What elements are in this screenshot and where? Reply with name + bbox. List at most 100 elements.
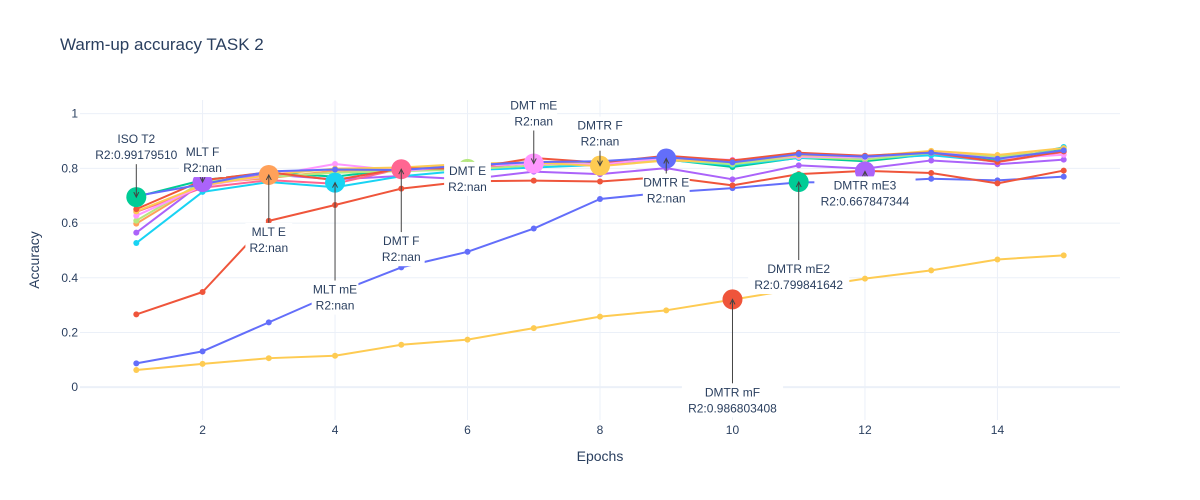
data-point	[133, 212, 140, 219]
data-point	[795, 162, 802, 169]
annotation-text: R2:nan	[382, 250, 421, 264]
annotation-box	[642, 173, 690, 208]
data-point	[398, 341, 405, 348]
annotation-text: MLT F	[186, 145, 220, 159]
data-point	[928, 149, 935, 156]
data-point	[861, 275, 868, 282]
annotation: MLT mE R2:nan	[311, 181, 359, 315]
data-point	[928, 170, 935, 177]
chart-title: Warm-up accuracy TASK 2	[60, 35, 264, 54]
annotation-text: R2:nan	[249, 241, 288, 255]
data-point	[1060, 147, 1067, 154]
y-axis-title: Accuracy	[26, 231, 42, 289]
annotation-arrowhead	[199, 176, 206, 184]
data-point	[199, 289, 206, 295]
data-point	[994, 256, 1001, 263]
data-point	[994, 180, 1001, 187]
y-tick-label: 0.8	[61, 161, 78, 175]
data-point	[928, 175, 935, 182]
annotation-arrowhead	[332, 181, 338, 188]
data-point	[729, 176, 736, 183]
data-point	[1060, 252, 1067, 259]
data-point	[994, 155, 1001, 162]
x-tick-label: 6	[464, 423, 471, 437]
annotation-arrowhead	[795, 180, 802, 188]
data-point	[199, 360, 206, 367]
annotation: DMTR mF R2:0.986803408	[681, 298, 784, 418]
annotation-box	[245, 222, 293, 257]
x-axis-title: Epochs	[577, 448, 624, 464]
annotation-box	[377, 232, 425, 267]
data-point	[464, 336, 471, 343]
annotation-text: R2:0.99179510	[95, 148, 177, 162]
data-point	[597, 178, 603, 185]
annotation-text: DMTR mF	[705, 385, 760, 399]
annotation-arrowhead	[663, 157, 670, 164]
data-point	[332, 352, 339, 359]
annotation-text: R2:nan	[316, 299, 355, 313]
x-tick-label: 14	[991, 423, 1005, 437]
data-point	[597, 196, 603, 203]
y-tick-label: 0.2	[61, 325, 78, 339]
data-point	[464, 248, 471, 255]
annotation-text: R2:0.799841642	[754, 278, 843, 292]
y-tick-label: 0	[71, 380, 78, 394]
annotation-arrowhead	[133, 191, 140, 199]
data-point	[729, 159, 736, 166]
annotation-text: R2:0.986803408	[688, 401, 777, 415]
annotation-text: MLT E	[252, 225, 286, 239]
data-point	[928, 157, 935, 164]
annotation: DMT F R2:nan	[377, 168, 425, 267]
annotation-arrowhead	[265, 173, 272, 181]
annotation: DMTR E R2:nan	[642, 157, 690, 208]
annotation: DMTR mE2 R2:0.799841642	[748, 180, 850, 295]
x-tick-label: 8	[597, 423, 604, 437]
annotation-text: R2:nan	[514, 114, 553, 128]
data-point	[133, 240, 140, 247]
annotation-box	[444, 161, 491, 196]
annotation: ISO T2 R2:0.99179510	[89, 130, 184, 199]
data-point	[1060, 156, 1067, 163]
data-point	[1060, 167, 1067, 174]
x-tick-label: 2	[199, 423, 206, 437]
data-point	[133, 366, 140, 373]
annotation-box	[179, 143, 226, 178]
annotation-arrowhead	[862, 170, 868, 177]
data-point	[597, 313, 603, 320]
data-point	[133, 206, 140, 213]
annotation: MLT E R2:nan	[245, 173, 293, 257]
annotation-text: R2:nan	[581, 135, 620, 149]
annotation-text: DMT F	[383, 234, 419, 248]
x-tick-label: 4	[332, 423, 339, 437]
y-tick-label: 0.6	[61, 216, 78, 230]
annotation-box	[89, 130, 184, 165]
data-point	[530, 225, 537, 232]
data-point	[265, 319, 272, 326]
data-point	[1060, 173, 1067, 180]
data-point	[265, 355, 272, 362]
data-point	[663, 307, 670, 314]
annotation-arrowhead	[597, 160, 603, 167]
annotation-arrowhead	[530, 158, 537, 165]
annotation-text: R2:nan	[448, 180, 487, 194]
data-point	[928, 267, 935, 274]
data-point	[530, 325, 537, 332]
x-tick-label: 12	[858, 423, 872, 437]
annotation-text: R2:0.667847344	[821, 194, 910, 208]
annotation: DMT E R2:nan	[444, 161, 491, 196]
annotation-text: DMTR F	[577, 119, 622, 133]
annotation-box	[510, 96, 558, 131]
annotation-text: DMT E	[449, 164, 486, 178]
data-point	[530, 177, 537, 184]
annotation-text: DMT mE	[510, 98, 557, 112]
y-tick-label: 0.4	[61, 271, 78, 285]
data-point	[133, 311, 140, 318]
data-point	[332, 166, 339, 173]
annotation-arrowhead	[398, 168, 405, 175]
annotation-box	[576, 116, 624, 151]
x-tick-label: 10	[726, 423, 740, 437]
data-point	[861, 153, 868, 160]
annotation-box	[681, 383, 784, 418]
annotations: ISO T2 R2:0.99179510 MLT F R2:nan MLT E R2:na…	[89, 96, 916, 418]
